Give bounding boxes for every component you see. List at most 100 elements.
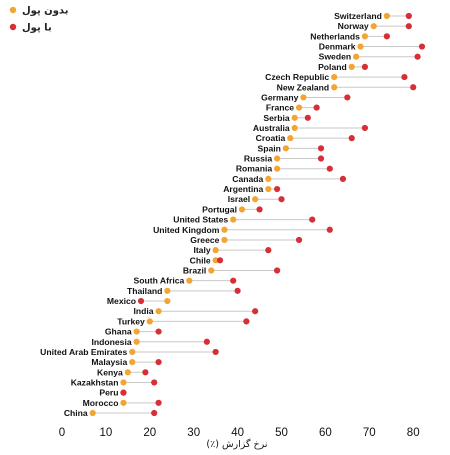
- category-label-indonesia: Indonesia: [92, 337, 132, 347]
- point-with-money-indonesia: [203, 338, 210, 345]
- point-no-money-italy: [212, 247, 219, 254]
- point-no-money-malaysia: [129, 359, 136, 366]
- category-label-south-africa: South Africa: [134, 276, 185, 286]
- row-poland: Poland: [318, 62, 369, 72]
- point-no-money-ghana: [133, 328, 140, 335]
- row-germany: Germany: [261, 92, 351, 102]
- point-no-money-greece: [221, 236, 228, 244]
- category-label-romania: Romania: [236, 164, 273, 174]
- x-tick-label-50: 50: [275, 427, 288, 439]
- category-label-czech-republic: Czech Republic: [265, 72, 329, 82]
- point-no-money-norway: [370, 23, 377, 30]
- point-no-money-turkey: [146, 318, 153, 325]
- point-with-money-turkey: [243, 318, 250, 325]
- category-label-switzerland: Switzerland: [334, 11, 382, 21]
- row-thailand: Thailand: [127, 286, 241, 296]
- row-israel: Israel: [228, 194, 285, 204]
- row-ghana: Ghana: [105, 327, 162, 337]
- point-with-money-russia: [317, 155, 325, 162]
- point-with-money-canada: [339, 175, 347, 182]
- point-with-money-serbia: [304, 114, 311, 121]
- category-label-mexico: Mexico: [107, 296, 136, 306]
- point-with-money-peru: [120, 389, 127, 396]
- point-with-money-czech-republic: [401, 73, 408, 81]
- point-with-money-south-africa: [230, 277, 237, 284]
- row-mexico: Mexico: [107, 296, 171, 306]
- row-chile: Chile: [190, 255, 224, 265]
- category-label-sweden: Sweden: [319, 52, 351, 62]
- row-united-arab-emirates: United Arab Emirates: [40, 347, 219, 357]
- point-no-money-indonesia: [133, 338, 140, 345]
- category-label-portugal: Portugal: [202, 204, 237, 214]
- category-label-italy: Italy: [193, 245, 210, 255]
- category-label-kazakhstan: Kazakhstan: [71, 377, 119, 387]
- row-australia: Australia: [253, 123, 369, 133]
- point-no-money-australia: [291, 124, 298, 132]
- point-no-money-germany: [300, 94, 307, 101]
- row-canada: Canada: [232, 174, 347, 184]
- category-label-germany: Germany: [261, 92, 298, 102]
- plot-rows: SwitzerlandNorwayNetherlandsDenmarkSwede…: [40, 11, 426, 418]
- point-with-money-chile: [216, 257, 224, 264]
- point-with-money-thailand: [234, 287, 241, 294]
- row-brazil: Brazil: [183, 266, 281, 276]
- x-tick-label-70: 70: [363, 427, 376, 439]
- point-no-money-sweden: [353, 53, 360, 60]
- point-with-money-united-states: [309, 216, 316, 223]
- x-tick-label-80: 80: [407, 427, 420, 439]
- point-no-money-thailand: [164, 287, 171, 294]
- point-no-money-united-kingdom: [221, 226, 228, 233]
- point-no-money-portugal: [238, 206, 246, 213]
- category-label-turkey: Turkey: [117, 316, 145, 326]
- point-no-money-czech-republic: [331, 73, 338, 81]
- point-no-money-france: [295, 104, 303, 111]
- category-label-norway: Norway: [338, 21, 369, 31]
- row-new-zealand: New Zealand: [277, 82, 417, 92]
- row-morocco: Morocco: [83, 398, 162, 408]
- point-no-money-united-states: [230, 216, 237, 223]
- x-tick-label-60: 60: [319, 427, 332, 439]
- row-russia: Russia: [244, 154, 325, 164]
- point-with-money-australia: [361, 124, 369, 132]
- point-with-money-united-arab-emirates: [212, 348, 219, 356]
- row-kenya: Kenya: [97, 367, 149, 377]
- point-with-money-united-kingdom: [326, 226, 333, 233]
- category-label-united-kingdom: United Kingdom: [153, 225, 220, 235]
- point-no-money-spain: [282, 145, 289, 152]
- point-no-money-mexico: [164, 297, 171, 305]
- point-no-money-switzerland: [383, 12, 390, 20]
- point-with-money-germany: [344, 94, 351, 101]
- point-no-money-kenya: [124, 369, 131, 376]
- x-tick-label-40: 40: [231, 427, 244, 439]
- point-with-money-netherlands: [383, 33, 390, 40]
- row-france: France: [266, 103, 320, 113]
- point-no-money-china: [89, 409, 96, 417]
- point-no-money-romania: [274, 165, 281, 172]
- point-no-money-russia: [274, 155, 281, 162]
- point-no-money-kazakhstan: [120, 379, 127, 386]
- point-with-money-spain: [317, 145, 325, 152]
- point-no-money-canada: [265, 175, 272, 182]
- point-with-money-israel: [278, 196, 285, 203]
- row-switzerland: Switzerland: [334, 11, 412, 21]
- chart-legend: بدون پول با پول: [9, 6, 68, 34]
- category-label-new-zealand: New Zealand: [277, 82, 330, 92]
- point-with-money-france: [313, 104, 320, 111]
- category-label-united-arab-emirates: United Arab Emirates: [40, 347, 127, 357]
- point-with-money-norway: [405, 23, 412, 30]
- point-with-money-italy: [265, 247, 272, 254]
- point-with-money-kenya: [142, 369, 149, 376]
- x-tick-label-30: 30: [187, 427, 200, 439]
- row-indonesia: Indonesia: [92, 337, 210, 347]
- x-axis: 0 10 20 30 40 50 60 70 80: [59, 427, 420, 439]
- point-with-money-denmark: [418, 43, 426, 50]
- row-united-states: United States: [173, 215, 316, 225]
- category-label-greece: Greece: [190, 235, 219, 245]
- category-label-china: China: [64, 408, 88, 418]
- point-with-money-india: [252, 308, 259, 315]
- point-with-money-greece: [295, 236, 303, 244]
- point-with-money-croatia: [348, 135, 355, 142]
- category-label-israel: Israel: [228, 194, 250, 204]
- row-malaysia: Malaysia: [91, 357, 162, 367]
